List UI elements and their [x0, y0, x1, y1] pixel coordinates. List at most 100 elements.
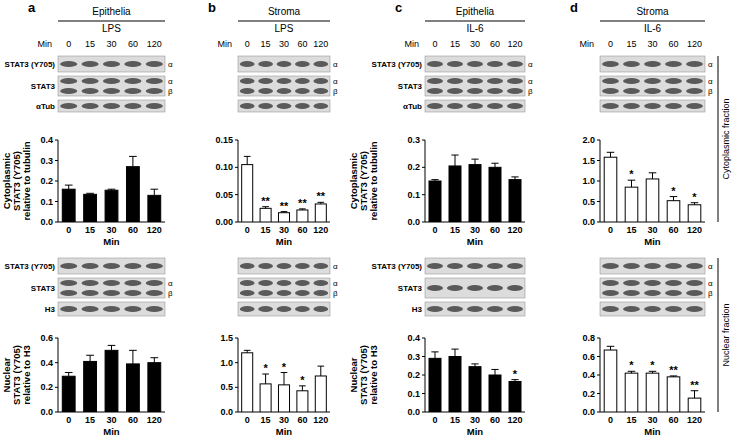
bar — [604, 350, 617, 412]
error-bar — [108, 189, 116, 190]
error-cap — [65, 185, 73, 186]
y-tick-label: 0.00 — [215, 217, 233, 227]
blot-strip — [425, 302, 525, 316]
bar — [278, 213, 289, 222]
x-tick-label: 0 — [66, 415, 71, 425]
x-tick-label: 120 — [147, 225, 162, 235]
y-tick-label: 0.8 — [582, 333, 595, 343]
y-tick-label: 0.2 — [40, 382, 53, 392]
bar — [242, 165, 253, 222]
y-tick-label: 0.4 — [40, 358, 53, 368]
blot-band — [447, 88, 463, 94]
y-tick — [235, 412, 238, 413]
x-tick-label: 30 — [470, 415, 480, 425]
isoform-label: α — [168, 77, 173, 86]
y-tick-label: 2.0 — [582, 135, 595, 145]
significance: ** — [317, 190, 326, 202]
blot-strip — [58, 76, 165, 96]
error-cap — [86, 193, 94, 194]
blot-band — [103, 290, 120, 296]
blot-strip — [238, 278, 330, 298]
error-cap — [431, 179, 438, 180]
error-cap — [317, 366, 324, 367]
error-line — [302, 386, 303, 391]
blot-band — [124, 103, 141, 109]
error-cap — [108, 345, 116, 346]
y-tick-label: 0.0 — [40, 217, 53, 227]
y-tick — [597, 140, 600, 141]
significance: * — [513, 368, 518, 380]
blot-band — [447, 306, 463, 312]
x-tick-label: 15 — [626, 415, 636, 425]
blot-band — [686, 280, 703, 286]
blot-band — [295, 61, 310, 67]
treatment: LPS — [275, 23, 294, 34]
error-bar — [511, 380, 518, 382]
time: 15 — [450, 39, 460, 49]
y-tick — [235, 362, 238, 363]
significance: * — [629, 359, 634, 371]
panel-letter: d — [570, 0, 578, 15]
isoform-label: α — [333, 279, 338, 288]
blot-band — [487, 78, 503, 84]
blot-band — [146, 103, 163, 109]
blot-band — [240, 263, 255, 269]
header-rule — [425, 21, 525, 22]
y-tick-label: 1.0 — [582, 176, 595, 186]
isoform-label: β — [168, 87, 173, 96]
x-tick-label: 15 — [85, 415, 95, 425]
error-bar — [431, 352, 438, 358]
y-tick-label: 0.2 — [407, 162, 420, 172]
blot-band — [82, 103, 99, 109]
x-tick-label: 15 — [261, 415, 271, 425]
x-tick-label: 60 — [490, 225, 500, 235]
bar — [469, 165, 481, 222]
bar-chart: 0.000.050.100.15015**30**60**120**Min — [215, 135, 330, 247]
blot-band — [124, 88, 141, 94]
blot-band — [60, 88, 77, 94]
blot-band — [313, 290, 328, 296]
bar-chart: 0.00.51.01.52.0015*3060*120*Min — [582, 135, 705, 247]
significance: ** — [690, 379, 699, 391]
y-tick-label: 0.1 — [40, 197, 53, 207]
y-tick-label: 0.0 — [582, 217, 595, 227]
error-line — [154, 189, 155, 195]
marks — [604, 346, 701, 412]
blot-band — [60, 306, 77, 312]
significance: ** — [261, 195, 270, 207]
y-tick — [55, 181, 58, 182]
x-tick-label: 120 — [313, 225, 328, 235]
y-tick — [422, 338, 425, 339]
x-tick-label: 60 — [668, 225, 678, 235]
blot-strip — [238, 302, 330, 316]
blot-band — [277, 306, 292, 312]
blot-band — [295, 103, 310, 109]
y-tick-label: 0.0 — [582, 407, 595, 417]
blot-band — [487, 285, 503, 291]
error-cap — [607, 152, 615, 153]
blot-band — [447, 61, 463, 67]
time-label: Min — [217, 39, 232, 49]
y-tick — [422, 140, 425, 141]
blot-band — [686, 78, 703, 84]
error-cap — [244, 350, 251, 351]
error-bar — [628, 180, 636, 187]
y-tick-label: 0.05 — [215, 190, 233, 200]
marks — [429, 155, 521, 222]
blot-band — [82, 78, 99, 84]
error-line — [495, 369, 496, 375]
y-tick — [422, 356, 425, 357]
isoform-label: α — [528, 77, 533, 86]
y-tick — [235, 222, 238, 223]
blot-label: STAT3 — [31, 82, 56, 91]
blot-band — [602, 290, 619, 296]
blot-band — [467, 263, 483, 269]
isoform-label: α — [168, 60, 173, 69]
bar — [429, 358, 441, 412]
error-cap — [150, 189, 158, 190]
blot-band — [467, 78, 483, 84]
isoform-label: β — [528, 87, 533, 96]
blot-band — [240, 280, 255, 286]
blot-label: αTub — [403, 102, 422, 111]
blot-band — [665, 61, 682, 67]
